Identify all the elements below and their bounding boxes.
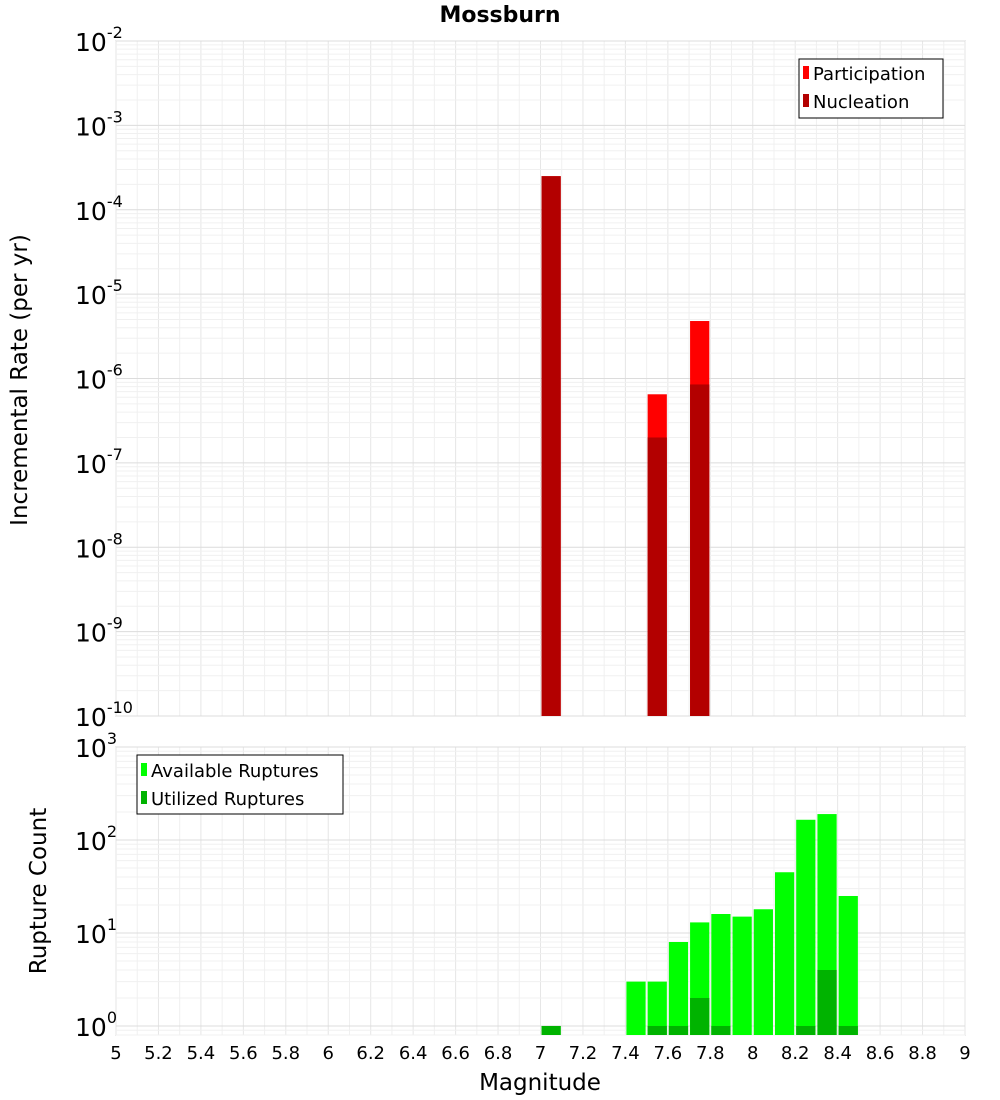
top-y-axis-label: Incremental Rate (per yr) — [7, 234, 33, 526]
x-tick-label: 8.4 — [823, 1043, 852, 1064]
x-tick-label: 6.8 — [484, 1043, 513, 1064]
legend-nucleation-label: Nucleation — [813, 92, 909, 113]
chart-title: Mossburn — [439, 3, 560, 28]
legend-available-label: Available Ruptures — [151, 761, 319, 782]
x-tick-label: 5.8 — [271, 1043, 300, 1064]
bottom-y-axis-label: Rupture Count — [26, 808, 52, 974]
bottom-bar-a — [732, 916, 752, 1035]
bottom-bar-a — [753, 909, 773, 1035]
bottom-bars — [541, 814, 858, 1035]
bottom-bar-b — [690, 997, 710, 1035]
x-tick-label: 7.2 — [569, 1043, 598, 1064]
bottom-bar-a — [838, 895, 858, 1035]
x-tick-label: 6.4 — [399, 1043, 428, 1064]
bottom-bar-a — [774, 872, 795, 1035]
bottom-legend-box — [136, 754, 344, 815]
top-ytick-label: 10-4 — [75, 192, 123, 226]
x-tick-label: 8 — [747, 1043, 758, 1064]
bottom-ytick-label: 102 — [75, 822, 117, 856]
legend-participation-label: Participation — [813, 64, 925, 85]
top-legend-box — [798, 58, 944, 119]
bottom-bar-b — [541, 1025, 561, 1035]
bottom-bar-b — [817, 969, 837, 1035]
top-y-ticks: 10-10 10-9 10-8 10-7 10-6 10-5 10-4 10-3 10-2 — [75, 23, 133, 732]
x-tick-label: 7.6 — [654, 1043, 683, 1064]
bottom-bar-b — [796, 1025, 816, 1035]
top-bar-b — [541, 176, 561, 716]
bottom-bar-b — [838, 1025, 858, 1035]
x-tick-label: 8.8 — [908, 1043, 937, 1064]
bottom-ytick-label: 103 — [75, 729, 117, 763]
x-tick-label: 6.6 — [441, 1043, 470, 1064]
bottom-bar-a — [796, 819, 816, 1035]
x-tick-label: 8.6 — [866, 1043, 895, 1064]
x-axis-ticks: 5 5.2 5.4 5.6 5.8 6 6.2 6.4 6.6 6.8 7 7.2 7.4 7.6 7.8 8… — [110, 1043, 970, 1064]
x-tick-label: 7 — [535, 1043, 546, 1064]
bottom-ytick-label: 100 — [75, 1008, 117, 1042]
x-tick-label: 5.4 — [187, 1043, 216, 1064]
x-tick-label: 5 — [110, 1043, 121, 1064]
top-panel: 10-10 10-9 10-8 10-7 10-6 10-5 10-4 10-3 10-2 In… — [7, 23, 966, 732]
bottom-panel: 100 101 102 103 5 5.2 5.4 5.6 5.8 6 6.2 6.4 6.6 6.8 7… — [26, 729, 971, 1096]
x-tick-label: 9 — [959, 1043, 970, 1064]
top-bar-b — [647, 437, 667, 716]
top-ytick-label: 10-7 — [75, 445, 123, 479]
bottom-y-ticks: 100 101 102 103 — [75, 729, 117, 1042]
top-gridlines — [115, 40, 966, 717]
legend-available-swatch — [141, 763, 147, 776]
bottom-bar-a — [626, 981, 646, 1035]
x-axis-label: Magnitude — [479, 1070, 601, 1096]
bottom-ytick-label: 101 — [75, 915, 117, 949]
x-tick-label: 6 — [323, 1043, 334, 1064]
top-legend: Participation Nucleation — [798, 58, 944, 119]
x-tick-label: 7.8 — [696, 1043, 725, 1064]
x-tick-label: 8.2 — [781, 1043, 810, 1064]
x-tick-label: 7.4 — [611, 1043, 640, 1064]
bottom-bar-b — [668, 1025, 689, 1035]
bottom-bar-a — [647, 981, 667, 1035]
bottom-bar-a — [668, 942, 689, 1035]
top-ytick-label: 10-10 — [75, 698, 133, 732]
legend-nucleation-swatch — [803, 94, 809, 107]
x-tick-label: 5.2 — [144, 1043, 173, 1064]
bottom-bar-b — [711, 1025, 731, 1035]
top-ytick-label: 10-3 — [75, 107, 123, 141]
legend-utilized-swatch — [141, 791, 147, 804]
top-ytick-label: 10-9 — [75, 614, 123, 648]
legend-utilized-label: Utilized Ruptures — [151, 789, 304, 810]
legend-participation-swatch — [803, 66, 809, 79]
x-tick-label: 6.2 — [356, 1043, 385, 1064]
top-bars — [541, 176, 710, 716]
bottom-legend: Available Ruptures Utilized Ruptures — [136, 754, 344, 815]
bottom-bar-a — [711, 914, 731, 1035]
top-ytick-label: 10-6 — [75, 361, 123, 395]
top-ytick-label: 10-2 — [75, 23, 123, 57]
bottom-bar-b — [647, 1025, 667, 1035]
top-ytick-label: 10-5 — [75, 276, 123, 310]
top-bar-b — [690, 384, 710, 716]
top-ytick-label: 10-8 — [75, 529, 123, 563]
x-tick-label: 5.6 — [229, 1043, 258, 1064]
